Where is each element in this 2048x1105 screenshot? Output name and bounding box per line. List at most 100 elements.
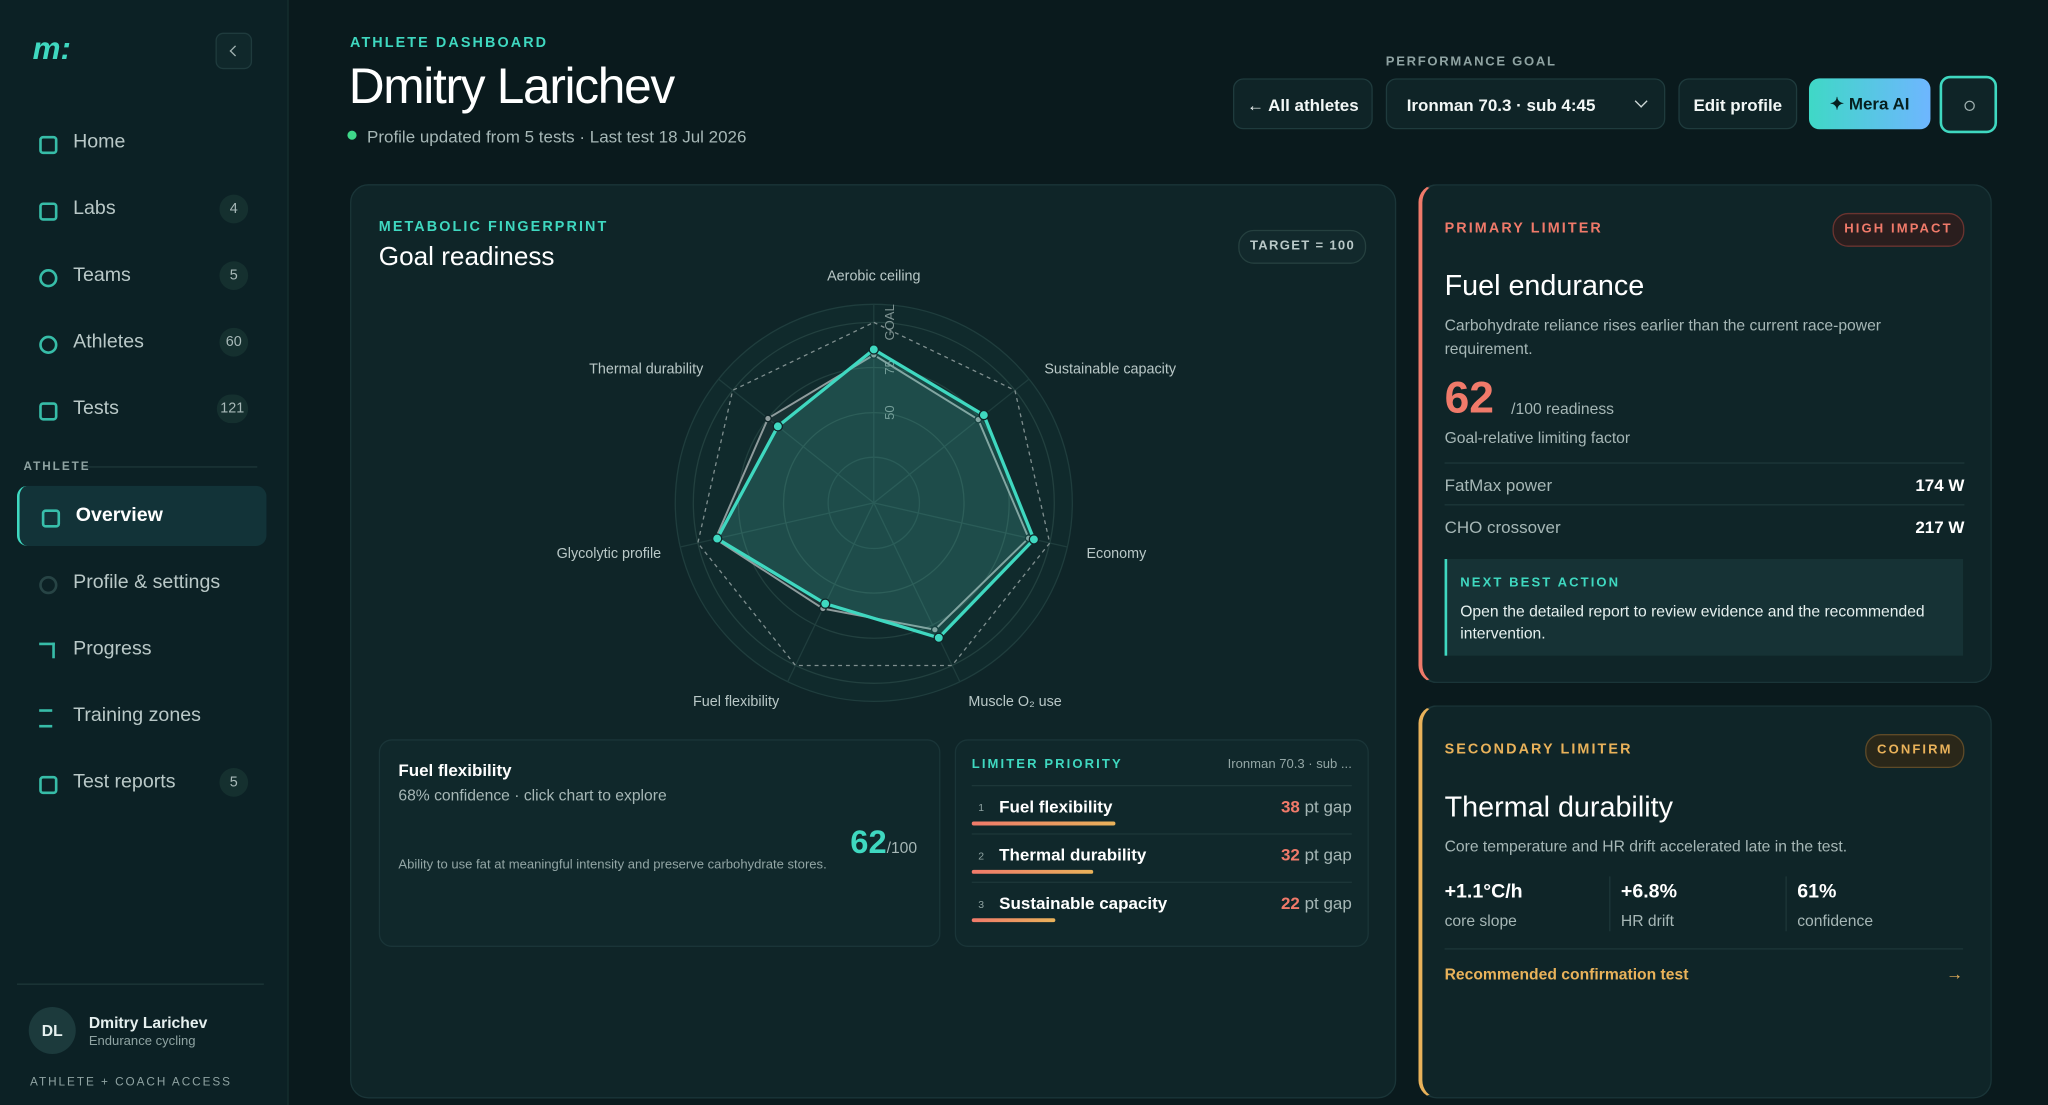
nav-icon	[39, 709, 53, 728]
link-text: Recommended confirmation test	[1444, 965, 1689, 984]
all-athletes-button[interactable]: ← All athletes	[1232, 78, 1373, 130]
status-dot	[347, 130, 357, 140]
nav-item[interactable]: Overview	[16, 485, 267, 546]
next-action[interactable]: NEXT BEST ACTION Open the detailed repor…	[1444, 559, 1964, 656]
stat-value: 61%	[1797, 880, 1837, 903]
action-text: Open the detailed report to review evide…	[1460, 602, 1925, 643]
gap-unit: pt gap	[1304, 796, 1352, 817]
r-tick-label: GOAL	[882, 304, 897, 340]
series-point	[1028, 534, 1040, 545]
confirmation-link[interactable]: Recommended confirmation test →	[1444, 963, 1964, 991]
axis-label: Fuel flexibility	[693, 694, 780, 710]
chevron-icon	[229, 45, 241, 57]
readiness-score: 62	[1444, 373, 1494, 424]
nav-icon	[39, 402, 58, 421]
secondary-limiter-card: SECONDARY LIMITER CONFIRM Thermal durabi…	[1418, 705, 1992, 1099]
detail-title: Fuel flexibility	[398, 760, 512, 780]
score-value: 62	[850, 824, 887, 861]
readiness-unit: /100 readiness	[1511, 399, 1615, 418]
priority-row[interactable]: 3 Sustainable capacity 22 pt gap	[971, 881, 1352, 932]
nav-item[interactable]: Profile & settings	[17, 552, 264, 612]
detail-sub: 68% confidence · click chart to explore	[398, 786, 667, 805]
link-arrow: →	[1946, 963, 1964, 984]
grid-ring	[692, 321, 1055, 684]
axis-label: Thermal durability	[589, 361, 704, 377]
target-badge: TARGET = 100	[1238, 229, 1367, 264]
card-eyebrow: METABOLIC FINGERPRINT	[378, 219, 609, 236]
edit-profile-button[interactable]: Edit profile	[1678, 78, 1798, 130]
row-name: Sustainable capacity	[999, 893, 1168, 913]
nav-label: Training zones	[73, 703, 201, 727]
series-area	[715, 347, 1036, 640]
gap-bar	[971, 918, 1056, 923]
nav-icon	[39, 269, 58, 288]
divider	[1444, 948, 1964, 950]
limiter-title: Fuel endurance	[1444, 269, 1645, 302]
nav-item[interactable]: Labs 4	[17, 179, 264, 239]
axis-label: Aerobic ceiling	[827, 269, 920, 285]
radar-spoke	[718, 378, 875, 504]
nav-icon	[39, 202, 58, 221]
card-eyebrow: SECONDARY LIMITER	[1444, 741, 1633, 758]
priority-row[interactable]: 1 Fuel flexibility 38 pt gap	[971, 784, 1352, 835]
gap-bar	[971, 821, 1116, 826]
series-point	[711, 533, 723, 544]
nav-item[interactable]: Progress	[17, 619, 264, 679]
nav-item[interactable]: Home	[17, 112, 264, 172]
nav-label: Test reports	[73, 770, 176, 793]
page-title: Dmitry Larichev	[348, 60, 675, 115]
metric-row: FatMax power 174 W	[1444, 462, 1965, 505]
page-eyebrow: ATHLETE DASHBOARD	[350, 35, 549, 51]
nav-badge: 5	[219, 767, 249, 797]
user-name: Dmitry Larichev	[88, 1013, 208, 1032]
nav-item[interactable]: Test reports 5	[17, 752, 264, 812]
nav-label: Labs	[73, 197, 116, 220]
action-title: NEXT BEST ACTION	[1460, 575, 1621, 591]
logo[interactable]: m:	[32, 31, 71, 67]
priority-row[interactable]: 2 Thermal durability 32 pt gap	[971, 833, 1352, 883]
nav-icon	[39, 335, 58, 354]
card-eyebrow: PRIMARY LIMITER	[1444, 220, 1603, 237]
readiness-card: METABOLIC FINGERPRINT Goal readiness TAR…	[350, 184, 1397, 1099]
goal-select[interactable]: Ironman 70.3 · sub 4:45	[1385, 78, 1666, 130]
limiter-description: Carbohydrate reliance rises earlier than…	[1444, 316, 1882, 358]
avatar[interactable]: DL	[28, 1007, 76, 1055]
stat-label: HR drift	[1620, 911, 1675, 930]
nav-icon	[39, 135, 58, 155]
r-tick-label: 75	[882, 360, 897, 375]
stat-label: confidence	[1797, 911, 1874, 930]
limiter-title: Thermal durability	[1444, 790, 1673, 823]
metric-value: 174 W	[1915, 475, 1965, 496]
gap-value: 22	[1280, 893, 1300, 913]
nav-badge: 121	[216, 394, 249, 424]
score-max: /100	[886, 838, 918, 857]
section-label: ATHLETE	[23, 459, 91, 473]
nav-label: Profile & settings	[73, 570, 221, 593]
metric-label: CHO crossover	[1444, 517, 1561, 537]
mera-ai-button[interactable]: ✦ Mera AI	[1808, 78, 1931, 130]
nav-label: Progress	[73, 637, 152, 660]
nav-item[interactable]: Tests 121	[17, 379, 264, 439]
nav-item[interactable]: Athletes 60	[17, 312, 264, 372]
limiter-priority-title: LIMITER PRIORITY	[971, 757, 1123, 772]
metric-row: CHO crossover 217 W	[1444, 504, 1965, 547]
grid-ring	[782, 411, 965, 594]
radar-spoke	[873, 378, 1030, 504]
nav-item[interactable]: Training zones	[17, 686, 264, 746]
settings-button[interactable]	[1939, 75, 1998, 134]
nav-item[interactable]: Teams 5	[17, 246, 264, 306]
divider	[1785, 876, 1787, 932]
stat-value: +6.8%	[1620, 880, 1677, 903]
gap-unit: pt gap	[1304, 845, 1352, 865]
radar-chart[interactable]: 50 75 GOAL Aerobic ceiling Sustainable capac…	[351, 185, 1396, 734]
collapse-button[interactable]	[215, 32, 253, 70]
nav-icon	[41, 509, 61, 528]
nav-badge: 60	[219, 327, 249, 357]
row-name: Fuel flexibility	[999, 796, 1113, 817]
detail-description: Ability to use fat at meaningful intensi…	[398, 858, 827, 873]
limiter-description: Core temperature and HR drift accelerate…	[1444, 837, 1848, 856]
metric-label: FatMax power	[1444, 475, 1553, 496]
nav-label: Tests	[73, 397, 119, 420]
row-gap: 38 pt gap	[1281, 797, 1352, 817]
